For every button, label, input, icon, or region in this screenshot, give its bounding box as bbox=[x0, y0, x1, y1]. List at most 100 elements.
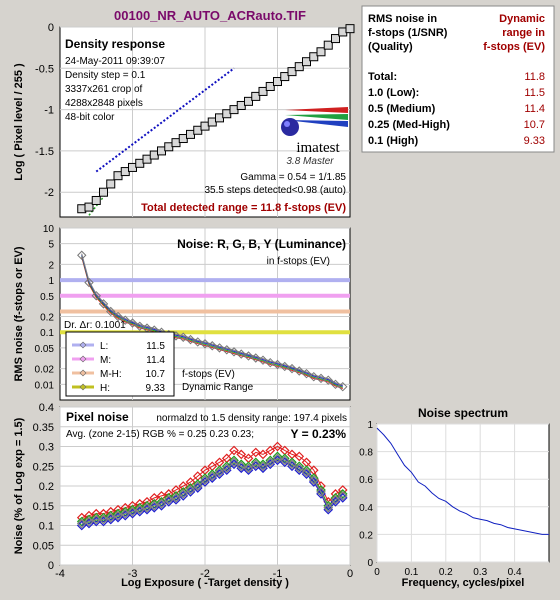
noise-y-tick-label: 0.2 bbox=[40, 313, 54, 324]
noise-y-tick-label: 1 bbox=[48, 276, 54, 287]
density-marker bbox=[258, 86, 268, 96]
spectrum-x-tick-label: 0.1 bbox=[404, 567, 418, 578]
pixel-noise-marker bbox=[214, 467, 225, 478]
table-row-value: 11.8 bbox=[524, 71, 545, 83]
density-marker bbox=[331, 34, 340, 44]
noise-subtitle: in f-stops (EV) bbox=[267, 256, 330, 267]
pixel-noise-gridlines bbox=[59, 406, 351, 566]
noise-marker bbox=[272, 359, 283, 370]
spectrum-gridlines bbox=[376, 423, 549, 563]
density-y-tick-labels: 0 -0.5 -1 -1.5 -2 bbox=[35, 22, 54, 199]
spectrum-y-tick-label: 0.4 bbox=[359, 503, 373, 514]
table-header-left: f-stops (1/SNR) bbox=[368, 27, 448, 39]
table-header-right: f-stops (EV) bbox=[483, 41, 545, 53]
density-y-tick-label: -2 bbox=[44, 187, 54, 199]
table-header-left: (Quality) bbox=[368, 41, 413, 53]
pixel-noise-marker bbox=[127, 506, 138, 517]
noise-markers bbox=[77, 250, 348, 392]
pixel-noise-marker bbox=[316, 487, 326, 497]
pixel-noise-y-tick-label: 0.25 bbox=[33, 461, 54, 473]
density-marker bbox=[91, 195, 101, 205]
density-marker bbox=[294, 62, 304, 72]
noise-marker bbox=[309, 371, 319, 382]
pixel-noise-marker bbox=[250, 447, 261, 458]
pixel-noise-marker bbox=[258, 461, 268, 472]
noise-y-tick-label: 2 bbox=[48, 260, 54, 271]
pixel-noise-marker bbox=[207, 471, 218, 481]
noise-marker bbox=[77, 250, 87, 260]
noise-marker bbox=[200, 339, 210, 349]
table-row-label: 0.5 (Medium) bbox=[368, 103, 436, 115]
table-header-left: RMS noise in bbox=[368, 13, 437, 25]
spectrum-plot-area bbox=[376, 423, 550, 563]
spectrum-y-tick-label: 0.6 bbox=[359, 475, 373, 486]
noise-marker bbox=[287, 363, 297, 374]
pixel-noise-marker bbox=[192, 481, 203, 491]
spectrum-title: Noise spectrum bbox=[418, 406, 508, 420]
spectrum-y-tick-label: 1 bbox=[367, 420, 373, 431]
spectrum-panel: Noise spectrum 0 0.2 0.4 0.6 0.8 1 0 0.1 0.2 0.3… bbox=[359, 406, 550, 589]
pixel-noise-marker bbox=[279, 455, 290, 466]
table-row-value: 11.5 bbox=[524, 87, 545, 99]
density-info-line: 3337x261 crop of bbox=[65, 84, 143, 95]
density-y-tick-label: -1.5 bbox=[35, 146, 54, 158]
noise-marker bbox=[91, 291, 101, 301]
density-marker bbox=[251, 91, 261, 101]
pixel-noise-marker bbox=[337, 491, 348, 501]
density-marker bbox=[309, 52, 319, 62]
density-y-tick-label: -1 bbox=[44, 105, 54, 117]
pixel-noise-marker bbox=[272, 441, 283, 452]
pixel-noise-avg-text: Avg. (zone 2-15) RGB % = 0.25 0.23 0.23; bbox=[66, 429, 254, 440]
pixel-noise-x-tick-label: 0 bbox=[347, 568, 353, 580]
pixel-noise-marker bbox=[171, 493, 181, 503]
spectrum-y-tick-label: 0.2 bbox=[359, 530, 373, 541]
table-row-label: 1.0 (Low): bbox=[368, 87, 419, 99]
pixel-noise-marker bbox=[330, 494, 341, 505]
density-info-line: 24-May-2011 09:39:07 bbox=[65, 56, 165, 67]
noise-y-tick-label: 0.5 bbox=[40, 292, 54, 303]
noise-marker bbox=[106, 306, 116, 317]
noise-marker bbox=[185, 334, 196, 345]
pixel-noise-x-tick-label: -2 bbox=[200, 568, 210, 580]
noise-marker bbox=[265, 357, 275, 368]
legend-marker bbox=[79, 383, 87, 391]
pixel-noise-x-tick-label: -3 bbox=[128, 568, 138, 580]
noise-marker bbox=[243, 351, 254, 361]
pixel-noise-marker bbox=[134, 504, 145, 515]
gamma-text: Gamma = 0.54 = 1/1.85 bbox=[240, 172, 346, 183]
pixel-noise-marker bbox=[301, 467, 312, 478]
legend-value: 11.5 bbox=[146, 341, 165, 352]
noise-y-tick-label: 0.02 bbox=[35, 365, 55, 376]
density-y-tick-label: -0.5 bbox=[35, 63, 54, 75]
pixel-noise-marker bbox=[113, 510, 123, 521]
window-title: 00100_NR_AUTO_ACRauto.TIF bbox=[114, 8, 306, 23]
density-marker bbox=[244, 96, 253, 106]
noise-marker bbox=[301, 368, 312, 379]
spectrum-x-tick-label: 0.3 bbox=[473, 567, 487, 578]
density-marker bbox=[345, 24, 355, 34]
noise-y-tick-label: 0.1 bbox=[40, 328, 54, 339]
pixel-noise-y-tick-label: 0.4 bbox=[39, 402, 54, 414]
legend-caption: f-stops (EV) bbox=[182, 369, 235, 380]
table-header-right: Dynamic bbox=[499, 13, 545, 25]
noise-y-tick-label: 5 bbox=[48, 240, 54, 251]
noise-legend: L: 11.5 M: 11.4 M-H: 10.7 H: 9.33 bbox=[72, 341, 165, 394]
pixel-noise-y-tick-labels: 0 0.05 0.1 0.15 0.2 0.25 0.3 0.35 0.4 bbox=[33, 402, 54, 572]
pixel-noise-y-tick-label: 0.1 bbox=[39, 521, 54, 533]
pixel-noise-marker bbox=[156, 498, 167, 509]
legend-value: 10.7 bbox=[146, 369, 166, 380]
noise-marker bbox=[294, 366, 304, 376]
spectrum-y-tick-label: 0.8 bbox=[359, 448, 373, 459]
pixel-noise-marker bbox=[149, 500, 160, 511]
pixel-noise-marker bbox=[91, 514, 102, 525]
spectrum-x-tick-label: 0 bbox=[374, 567, 380, 578]
spectrum-x-tick-labels: 0 0.1 0.2 0.3 0.4 bbox=[374, 567, 522, 578]
pixel-noise-marker bbox=[178, 489, 189, 499]
steps-text: 35.5 steps detected<0.98 (auto) bbox=[205, 185, 347, 196]
pixel-noise-markers bbox=[76, 441, 348, 531]
noise-curve bbox=[81, 256, 343, 389]
noise-marker bbox=[251, 353, 261, 363]
noise-marker bbox=[316, 373, 326, 384]
density-y-axis-label: Log ( Pixel level / 255 ) bbox=[13, 63, 25, 181]
density-panel: 0-0.5-1-1.5-2 Log ( Pixel level / 255 ) … bbox=[13, 22, 355, 218]
